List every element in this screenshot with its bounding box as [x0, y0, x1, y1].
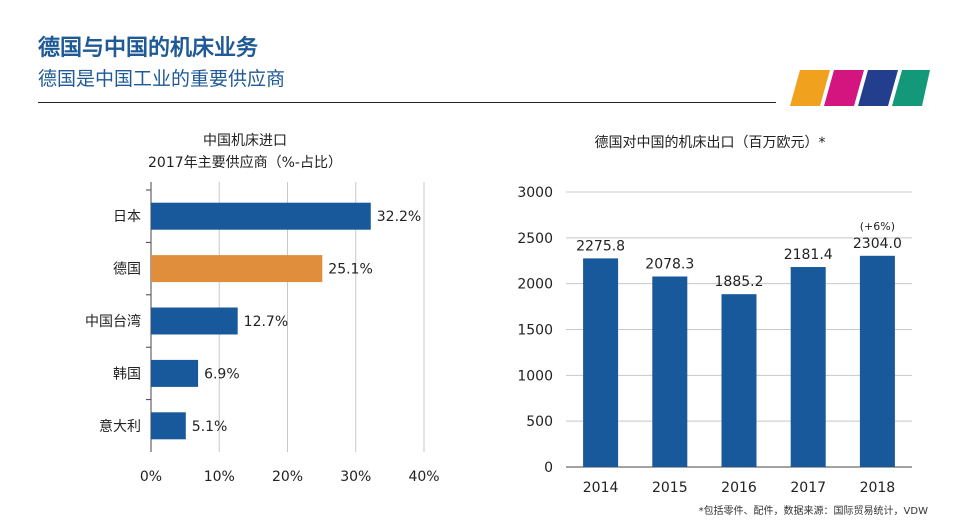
data-label: 12.7%: [244, 314, 288, 330]
x-tick-label: 20%: [272, 469, 303, 485]
page-subtitle: 德国是中国工业的重要供应商: [38, 68, 286, 90]
bar: [151, 307, 238, 335]
data-label: 32.2%: [377, 209, 421, 225]
data-label: 5.1%: [192, 419, 228, 435]
data-label: 2304.0: [853, 236, 902, 252]
right-chart-title: 德国对中国的机床出口（百万欧元）*: [594, 135, 826, 151]
left-chart-title-1: 中国机床进口: [203, 133, 287, 149]
y-tick-label: 2000: [517, 277, 553, 293]
x-tick-label: 2015: [652, 480, 688, 496]
bar: [859, 255, 895, 467]
bar: [151, 359, 199, 387]
data-label: 25.1%: [328, 262, 372, 278]
data-label: 2275.8: [576, 238, 625, 254]
x-tick-label: 10%: [204, 469, 235, 485]
logo-stripe-teal: [892, 70, 930, 106]
bar: [790, 267, 826, 467]
x-tick-label: 30%: [340, 469, 371, 485]
category-label: 日本: [113, 209, 141, 225]
bar: [583, 258, 619, 467]
logo-stripe-magenta: [824, 70, 864, 106]
growth-annotation: (+6%): [860, 220, 895, 233]
data-label: 2181.4: [784, 247, 833, 263]
category-label: 德国: [113, 262, 141, 278]
bar: [151, 255, 323, 283]
x-tick-label: 2014: [583, 480, 619, 496]
bar: [151, 202, 371, 230]
footnote: *包括零件、配件，数据来源：国际贸易统计，VDW: [698, 506, 928, 517]
data-label: 6.9%: [204, 366, 240, 382]
x-tick-label: 0%: [140, 469, 162, 485]
category-label: 中国台湾: [85, 313, 141, 330]
brand-logo: [790, 70, 930, 106]
bar: [652, 276, 688, 467]
data-label: 1885.2: [715, 274, 764, 290]
header-divider: [38, 102, 776, 103]
y-tick-label: 0: [544, 460, 553, 476]
x-tick-label: 2018: [860, 480, 896, 496]
y-tick-label: 3000: [517, 185, 553, 201]
category-label: 意大利: [99, 418, 141, 435]
bar: [151, 412, 186, 440]
y-tick-label: 1500: [517, 323, 553, 339]
logo-stripe-navy: [858, 70, 898, 106]
y-tick-label: 1000: [517, 368, 553, 384]
data-label: 2078.3: [645, 256, 694, 272]
x-tick-label: 2017: [790, 480, 826, 496]
page-title: 德国与中国的机床业务: [38, 35, 259, 61]
x-tick-label: 40%: [408, 469, 439, 485]
left-chart-title-2: 2017年主要供应商（%-占比）: [148, 155, 342, 171]
x-tick-label: 2016: [721, 480, 757, 496]
logo-stripe-orange: [790, 70, 830, 106]
y-tick-label: 2500: [517, 231, 553, 247]
bar: [721, 294, 757, 467]
category-label: 韩国: [113, 366, 141, 382]
y-tick-label: 500: [526, 414, 553, 430]
